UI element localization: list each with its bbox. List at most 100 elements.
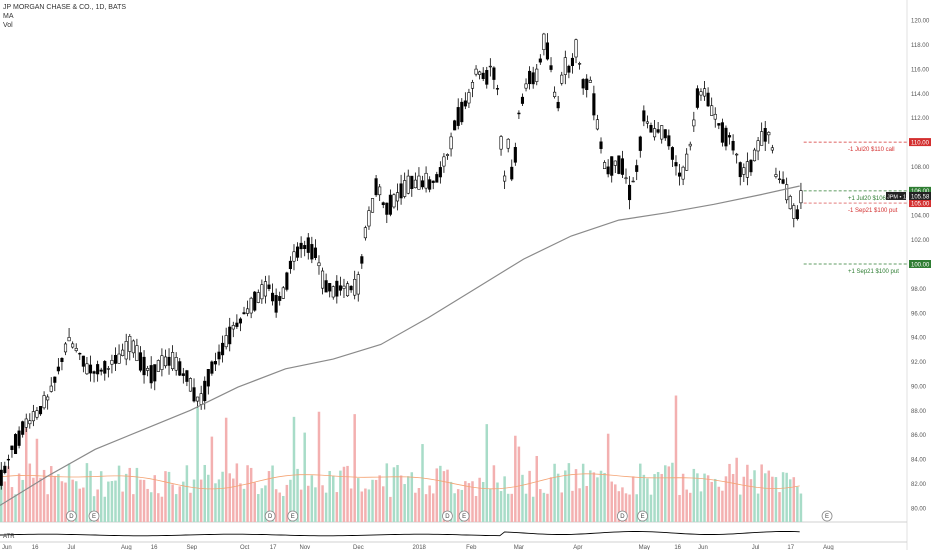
candle-body: [203, 380, 207, 402]
candle-body: [328, 283, 332, 292]
candle-body: [174, 357, 178, 371]
candle-body: [720, 122, 724, 143]
option-level-label: -1 Sep21 $100 put: [848, 208, 898, 214]
option-level-badge-bg: [909, 186, 931, 195]
candle-body: [28, 420, 32, 425]
volume-bar: [103, 496, 107, 522]
volume-bar: [207, 474, 210, 522]
candle-body: [238, 318, 242, 324]
candle-body: [13, 434, 18, 455]
volume-bar: [692, 468, 696, 522]
candle-body: [777, 178, 782, 180]
candle-body: [42, 395, 46, 409]
volume-bar: [128, 467, 132, 522]
candle-body: [56, 366, 60, 372]
y-tick-label: 88.00: [911, 409, 927, 415]
candle-body: [3, 465, 7, 473]
candle-body: [481, 72, 485, 79]
volume-bar: [506, 493, 510, 522]
y-tick-label: 116.00: [911, 67, 930, 73]
candle-body: [578, 63, 582, 65]
volume-bar: [481, 481, 485, 522]
symbol-title: JP MORGAN CHASE & CO., 1D, BATS: [3, 4, 127, 11]
volume-bar: [192, 479, 196, 522]
volume-bar: [699, 491, 703, 522]
candle-body: [88, 364, 93, 374]
volume-bar: [499, 491, 503, 522]
candle-body: [303, 245, 307, 249]
volume-bar: [749, 479, 753, 522]
volume-bar: [624, 493, 628, 522]
volume-bar: [589, 470, 592, 522]
candle-body: [363, 227, 367, 239]
candle-body: [306, 237, 310, 253]
volume-bar: [203, 464, 206, 522]
candle-body: [603, 162, 607, 170]
candle-body: [792, 205, 796, 219]
volume-bar: [149, 492, 153, 522]
candle-body: [717, 123, 721, 126]
x-tick-label: 16: [674, 545, 681, 550]
candle-body: [356, 274, 360, 295]
volume-bar: [371, 479, 374, 522]
volume-bar: [307, 485, 310, 522]
volume-bar: [117, 465, 121, 522]
volume-bar: [485, 424, 489, 522]
volume-bar: [278, 492, 281, 522]
y-tick-label: 118.00: [911, 43, 930, 49]
candle-body: [274, 295, 278, 313]
candle-body: [585, 78, 589, 90]
option-level-label: -1 Jul20 $110 call: [848, 147, 895, 153]
candle-body: [185, 370, 189, 382]
volume-bar: [46, 494, 49, 522]
candle-body: [756, 140, 760, 152]
volume-bar: [296, 468, 299, 522]
candle-body: [271, 292, 275, 302]
event-marker-letter: D: [445, 514, 450, 520]
volume-bar: [324, 492, 328, 522]
candle-body: [745, 161, 749, 178]
volume-bar: [735, 457, 738, 522]
candle-body: [613, 160, 617, 166]
volume-bar: [778, 492, 781, 522]
candle-body: [467, 92, 471, 104]
candle-body: [49, 385, 53, 392]
volume-bar: [560, 492, 563, 522]
volume-bar: [453, 493, 456, 522]
candle-body: [367, 210, 371, 227]
candle-body: [153, 364, 157, 382]
candle-body: [113, 354, 118, 364]
candle-body: [24, 418, 28, 428]
volume-bar: [681, 473, 685, 522]
y-tick-label: 86.00: [911, 433, 927, 439]
candle-body: [296, 246, 300, 258]
candle-body: [738, 162, 742, 178]
legend: JP MORGAN CHASE & CO., 1D, BATS MA Vol: [3, 3, 126, 30]
candle-body: [560, 74, 564, 84]
volume-bar: [489, 488, 492, 522]
volume-bar: [228, 473, 231, 522]
candle-body: [424, 172, 428, 189]
candle-body: [217, 351, 221, 360]
volume-bar: [724, 476, 728, 522]
volume-bar: [85, 463, 89, 522]
volume-bar: [60, 481, 64, 522]
volume-bar: [357, 478, 360, 522]
candle-body: [599, 141, 603, 149]
atr-label: ATR: [3, 534, 15, 540]
x-tick-label: 17: [787, 545, 794, 550]
candle-body: [681, 166, 685, 180]
candle-body: [749, 159, 753, 173]
candle-body: [206, 369, 210, 387]
candle-body: [628, 184, 632, 201]
candle-body: [345, 283, 350, 297]
candle-body: [431, 180, 435, 183]
volume-bar: [182, 481, 185, 522]
y-tick-label: 96.00: [911, 311, 927, 317]
volume-bar: [446, 469, 449, 522]
candle-body: [624, 177, 628, 180]
volume-bar: [82, 487, 85, 522]
volume-bar: [292, 416, 296, 522]
candle-body: [724, 127, 728, 147]
